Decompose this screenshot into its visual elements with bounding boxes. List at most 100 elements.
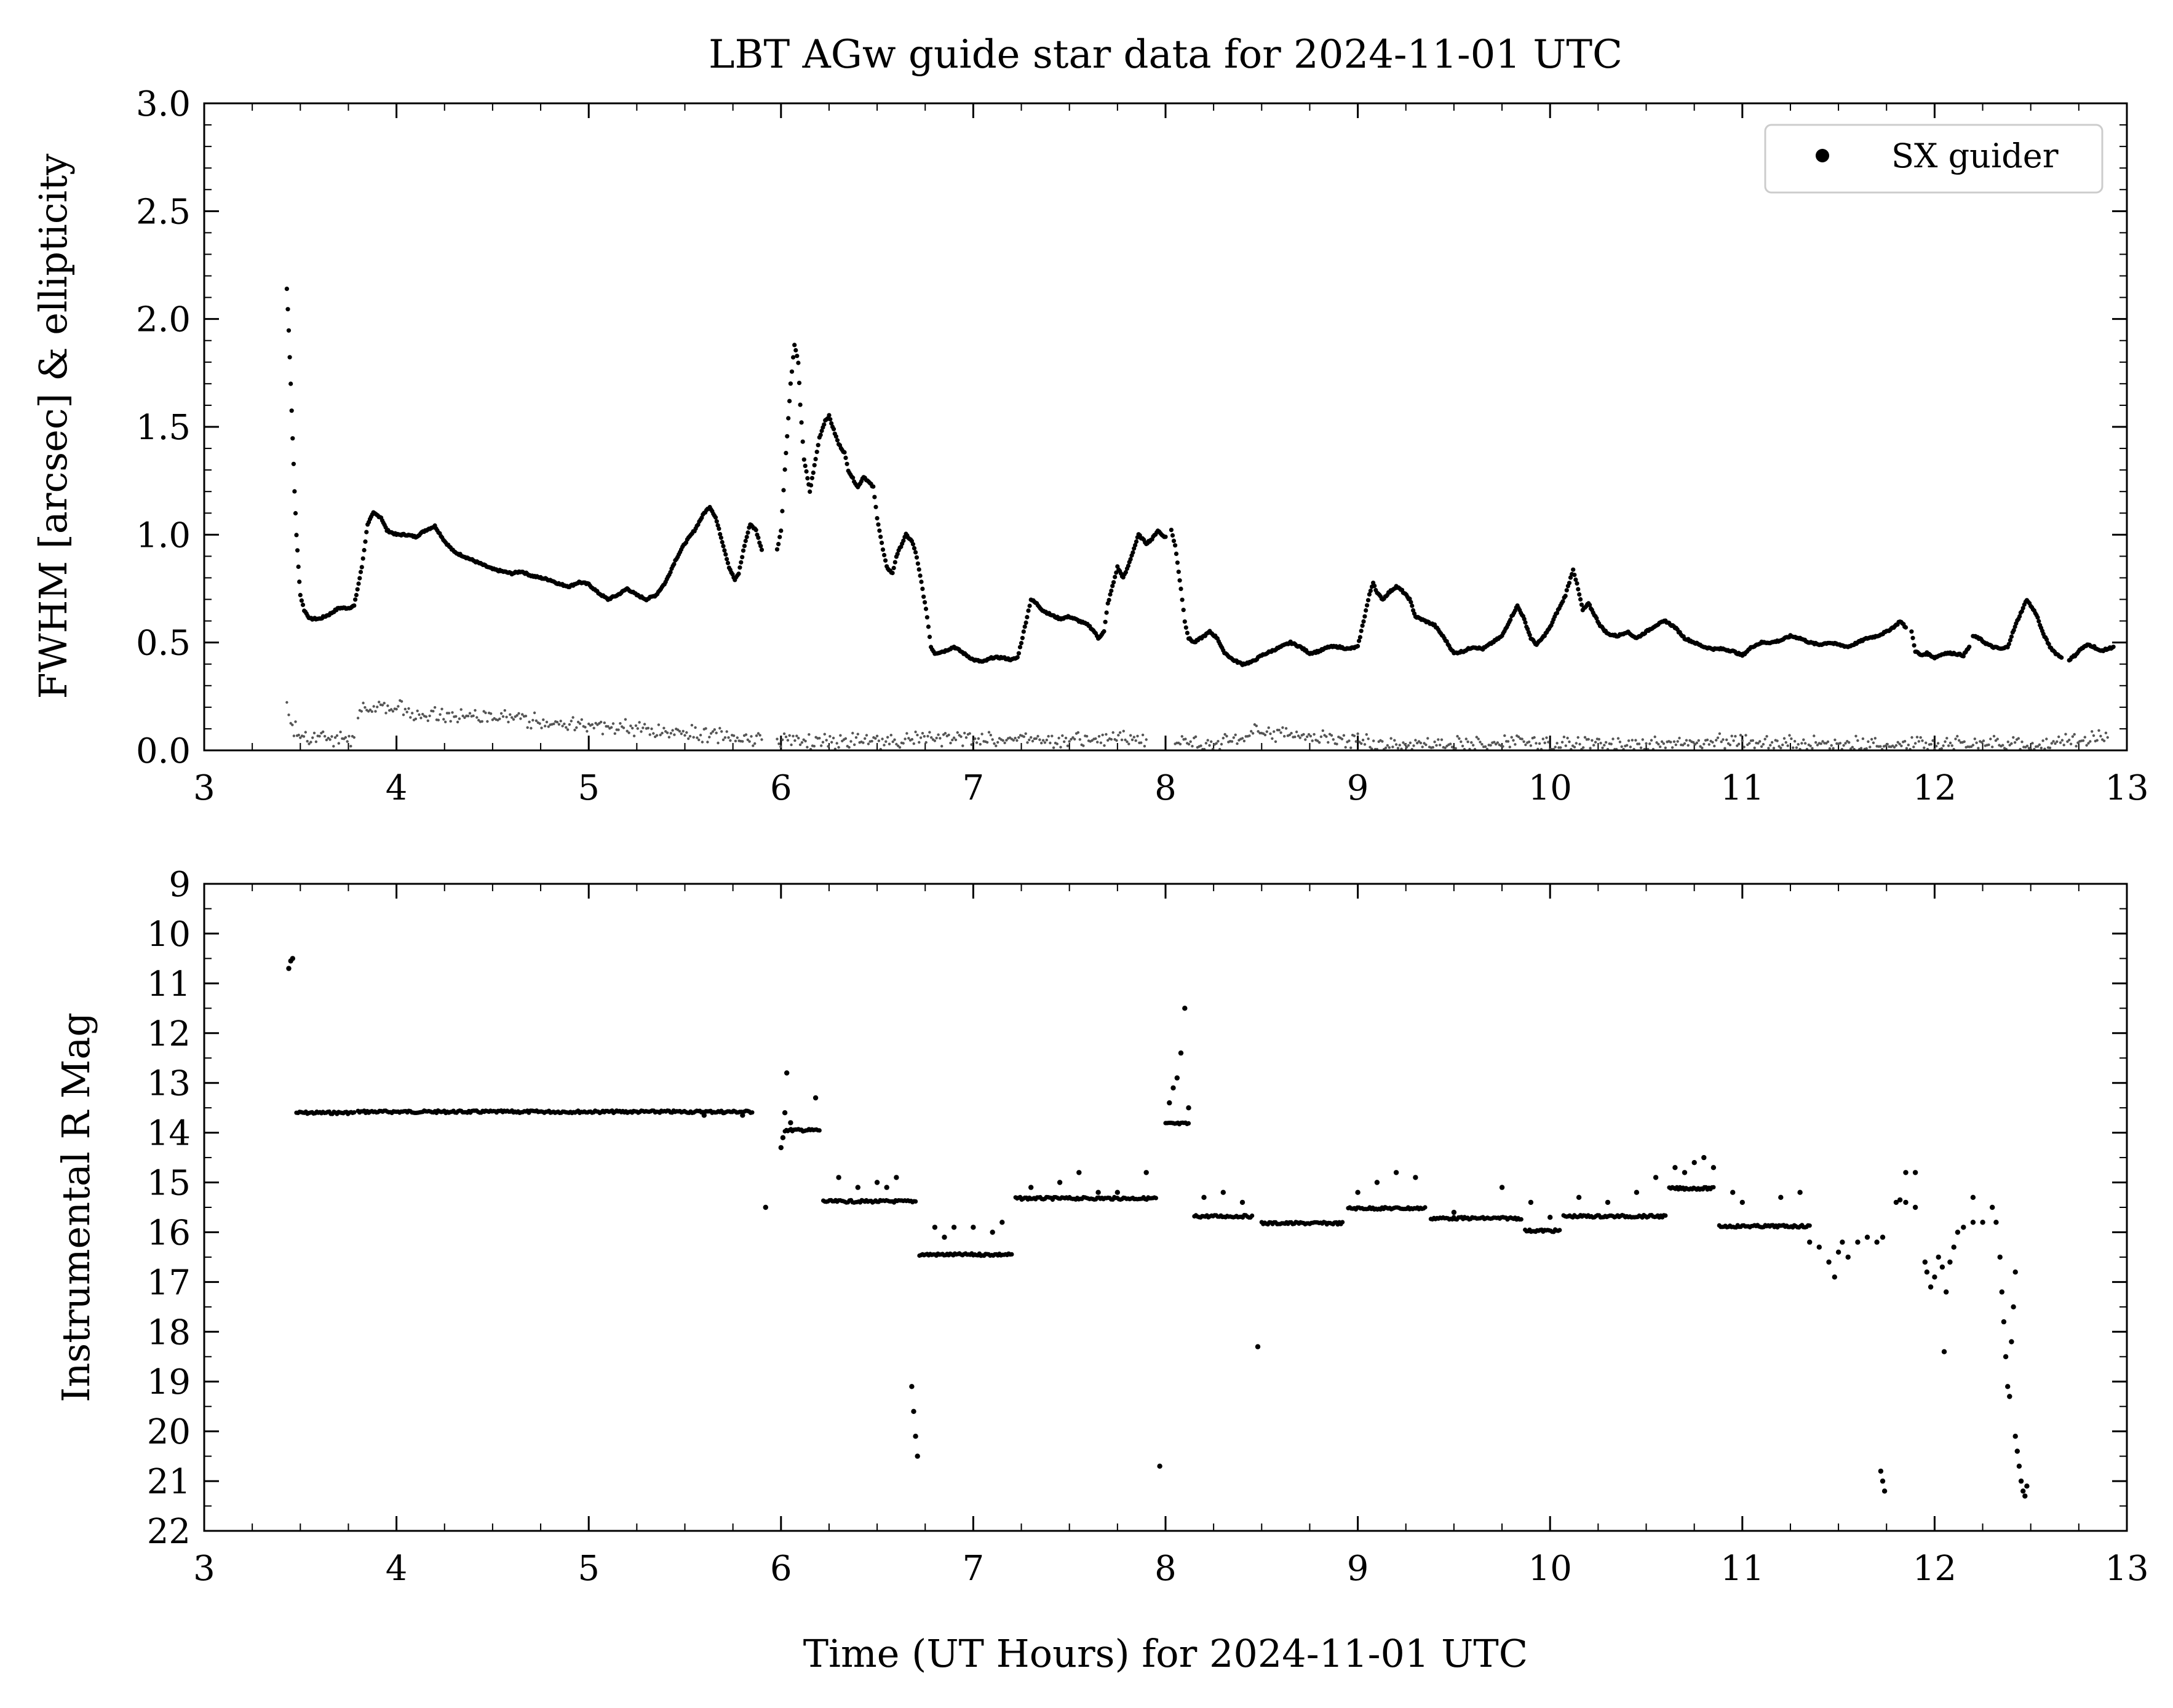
ellipticity-point xyxy=(579,722,581,725)
ellipticity-point xyxy=(673,733,675,736)
magnitude-point xyxy=(1923,1260,1928,1265)
ellipticity-point xyxy=(1409,742,1412,744)
ellipticity-point xyxy=(1972,744,1974,746)
FWHM-point xyxy=(790,370,794,374)
magnitude-point xyxy=(2015,1448,2020,1453)
FWHM-point xyxy=(758,544,763,548)
ellipticity-point xyxy=(680,733,683,735)
ellipticity-point xyxy=(1117,734,1119,736)
ellipticity-point xyxy=(1767,747,1770,749)
ellipticity-point xyxy=(1921,739,1923,742)
ellipticity-point xyxy=(531,719,534,721)
magnitude-point xyxy=(951,1225,956,1229)
ellipticity-point xyxy=(1900,745,1902,747)
magnitude-point xyxy=(1167,1100,1172,1105)
ellipticity-point xyxy=(905,732,908,734)
ellipticity-point xyxy=(1038,739,1041,741)
ellipticity-point xyxy=(629,725,632,727)
FWHM-point xyxy=(918,573,923,578)
ellipticity-point xyxy=(456,721,459,723)
ellipticity-point xyxy=(1627,739,1630,742)
ellipticity-point xyxy=(338,742,340,744)
magnitude-point xyxy=(1355,1190,1360,1195)
ellipticity-point xyxy=(504,709,506,712)
ellipticity-point xyxy=(440,708,443,710)
FWHM-point xyxy=(1017,651,1021,656)
magnitude-point xyxy=(1557,1228,1562,1232)
FWHM-point xyxy=(1361,619,1365,624)
ellipticity-point xyxy=(1769,744,1771,746)
FWHM-point xyxy=(1369,589,1373,593)
ellipticity-point xyxy=(876,735,878,737)
ellipticity-point xyxy=(1545,736,1547,739)
magnitude-point xyxy=(1201,1195,1206,1200)
magnitude-point xyxy=(909,1384,914,1389)
FWHM-point xyxy=(834,434,838,439)
ellipticity-point xyxy=(1412,744,1415,747)
ellipticity-point xyxy=(1601,747,1603,749)
ellipticity-point xyxy=(374,710,376,712)
FWHM-point xyxy=(1366,598,1370,602)
ellipticity-point xyxy=(844,737,847,740)
magnitude-point xyxy=(1115,1190,1120,1195)
FWHM-point xyxy=(835,438,840,442)
FWHM-point xyxy=(1175,560,1180,565)
FWHM-point xyxy=(1904,626,1908,630)
FWHM-point xyxy=(352,603,356,608)
ellipticity-point xyxy=(1657,743,1659,745)
ellipticity-point xyxy=(2072,735,2074,737)
bottom-x-tick-label: 13 xyxy=(2105,1549,2148,1589)
ellipticity-point xyxy=(1954,737,1956,740)
FWHM-point xyxy=(1572,573,1576,577)
ellipticity-point xyxy=(839,734,841,737)
ellipticity-point xyxy=(1790,737,1792,740)
ellipticity-point xyxy=(565,726,567,729)
magnitude-point xyxy=(913,1434,918,1439)
ellipticity-point xyxy=(437,719,440,721)
ellipticity-point xyxy=(881,737,883,740)
ellipticity-point xyxy=(1335,743,1338,745)
ellipticity-point xyxy=(921,732,924,734)
ellipticity-point xyxy=(722,739,725,741)
FWHM-point xyxy=(1573,578,1578,582)
ellipticity-point xyxy=(1044,741,1046,744)
bottom-x-tick-label: 12 xyxy=(1913,1549,1956,1589)
ellipticity-point xyxy=(652,732,654,734)
ellipticity-point xyxy=(1028,739,1030,741)
FWHM-point xyxy=(1577,592,1581,597)
magnitude-point xyxy=(2019,1479,2024,1484)
ellipticity-point xyxy=(1862,737,1864,740)
ellipticity-point xyxy=(1389,737,1392,739)
magnitude-point xyxy=(1897,1198,1902,1202)
ellipticity-point xyxy=(1524,744,1527,746)
ellipticity-point xyxy=(1327,741,1329,744)
ellipticity-point xyxy=(1722,738,1724,741)
ellipticity-point xyxy=(505,716,507,718)
FWHM-point xyxy=(2059,656,2064,660)
ellipticity-point xyxy=(556,721,558,723)
ellipticity-point xyxy=(1313,733,1315,736)
FWHM-point xyxy=(721,544,725,548)
ellipticity-point xyxy=(1904,740,1906,742)
magnitude-point xyxy=(932,1225,937,1229)
FWHM-point xyxy=(713,515,718,520)
FWHM-point xyxy=(1170,533,1175,538)
ellipticity-point xyxy=(584,726,586,728)
magnitude-point xyxy=(1932,1274,1937,1279)
FWHM-point xyxy=(1023,624,1027,629)
FWHM-point xyxy=(1018,645,1022,649)
FWHM-point xyxy=(1565,588,1569,592)
FWHM-point xyxy=(873,505,878,509)
ellipticity-point xyxy=(724,736,726,739)
magnitude-point xyxy=(1394,1170,1399,1175)
magnitude-point xyxy=(913,1199,918,1204)
ellipticity-point xyxy=(1734,735,1736,737)
ellipticity-point xyxy=(2091,730,2093,733)
bottom-y-axis-label: Instrumental R Mag xyxy=(54,1012,98,1402)
bottom-y-tick-label: 22 xyxy=(147,1512,191,1552)
magnitude-point xyxy=(2017,1464,2022,1469)
ellipticity-point xyxy=(1372,739,1375,742)
ellipticity-point xyxy=(2001,744,2004,747)
ellipticity-point xyxy=(1916,736,1918,738)
magnitude-point xyxy=(884,1185,889,1190)
